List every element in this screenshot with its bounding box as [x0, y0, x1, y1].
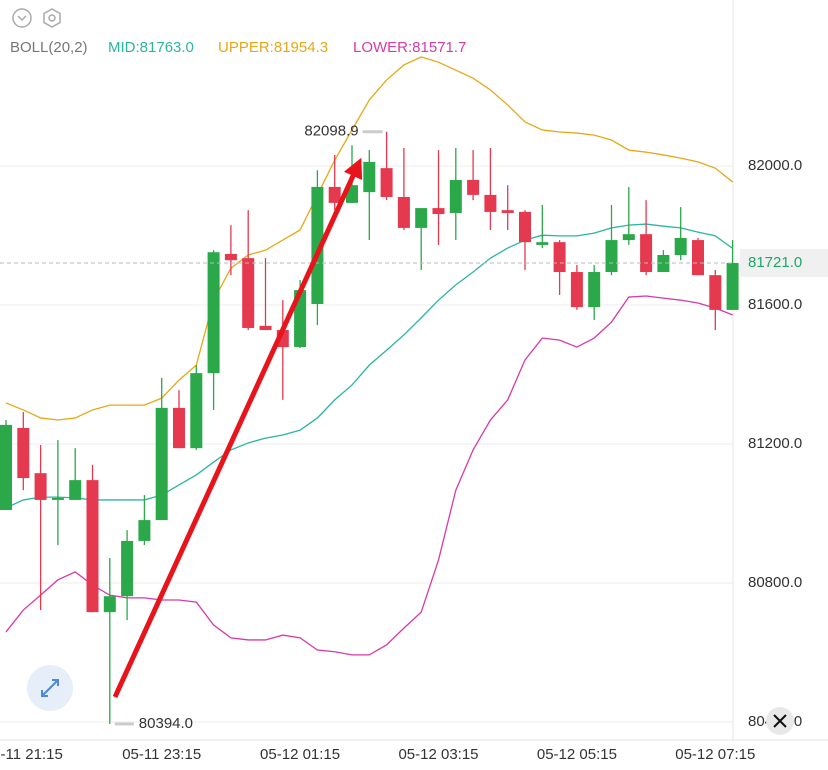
indicator-label: BOLL(20,2)	[10, 39, 88, 56]
close-icon	[773, 714, 787, 728]
legend-entry: MID:81763.0	[108, 39, 194, 56]
candle-body	[259, 325, 272, 331]
candle-body	[86, 480, 99, 613]
y-tick-label: 82000.0	[748, 157, 802, 174]
settings-button[interactable]	[43, 8, 61, 28]
candle-body	[17, 428, 30, 479]
candle-body	[501, 210, 514, 213]
expand-icon	[41, 679, 59, 697]
y-tick-label: 81600.0	[748, 296, 802, 313]
high-label: 82098.9	[304, 123, 358, 140]
candle-body	[622, 234, 635, 241]
settings-icon	[48, 14, 56, 22]
candle-body	[484, 194, 497, 212]
x-tick-label: 05-12 03:15	[398, 746, 478, 763]
x-tick-label: 05-11 21:15	[0, 746, 63, 763]
legend-entry: LOWER:81571.7	[353, 39, 466, 56]
candle-body	[242, 258, 255, 328]
candle-body	[553, 242, 566, 273]
candle-body	[709, 275, 722, 310]
toolbar	[12, 8, 61, 28]
candle-body	[640, 234, 653, 273]
candle-body	[173, 407, 185, 449]
candle-body	[570, 272, 583, 308]
candle-body	[674, 237, 687, 256]
y-axis: 80400.080800.081200.081600.082000.005-11…	[0, 157, 828, 763]
candle-body	[190, 373, 203, 449]
candle-body	[328, 186, 341, 203]
band-line	[5, 56, 734, 421]
candle-body	[397, 196, 410, 228]
candle-body	[692, 240, 704, 276]
candle-body	[726, 262, 739, 310]
reset-button[interactable]	[766, 707, 794, 735]
candle-body	[415, 208, 428, 228]
candle-body	[519, 211, 531, 243]
band-line	[5, 223, 733, 509]
low-label: 80394.0	[139, 715, 193, 732]
plot: 82098.9 80394.0	[0, 56, 739, 732]
candle-body	[536, 242, 549, 245]
expand-button[interactable]	[27, 665, 73, 711]
candle-body	[605, 240, 618, 273]
x-tick-label: 05-12 05:15	[537, 746, 617, 763]
candle-body	[0, 424, 12, 511]
candle-body	[103, 596, 116, 613]
candle-body	[155, 407, 168, 521]
candle-body	[51, 497, 64, 500]
legend-entry: UPPER:81954.3	[218, 39, 328, 56]
candle-body	[311, 186, 324, 304]
last-price-label: 81721.0	[748, 254, 802, 271]
collapse-button[interactable]	[12, 8, 32, 28]
x-tick-label: 05-12 01:15	[260, 746, 340, 763]
candle-body	[657, 255, 670, 273]
x-tick-label: 05-12 07:15	[675, 746, 755, 763]
candle-body	[34, 473, 47, 500]
candle-body	[138, 520, 151, 541]
candle-body	[207, 252, 220, 374]
trend-arrow	[112, 157, 363, 699]
candle-body	[224, 253, 237, 261]
candle-body	[588, 272, 601, 308]
candle-body	[432, 208, 445, 215]
candle-body	[363, 161, 376, 193]
chevron-icon	[17, 15, 27, 22]
y-tick-label: 80800.0	[748, 574, 802, 591]
candle-body	[121, 540, 134, 597]
y-tick-label: 81200.0	[748, 435, 802, 452]
candle-body	[69, 480, 82, 500]
candle-body	[380, 168, 393, 197]
candle-body	[449, 179, 462, 213]
candle-body	[467, 179, 480, 195]
last-price-box	[740, 248, 828, 277]
x-tick-label: 05-11 23:15	[122, 746, 201, 763]
